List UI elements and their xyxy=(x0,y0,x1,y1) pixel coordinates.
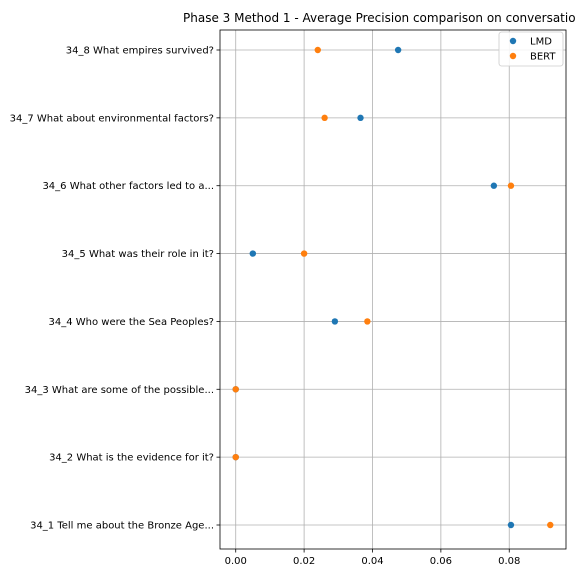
y-tick-label: 34_7 What about environmental factors? xyxy=(10,113,214,124)
point-lmd-8 xyxy=(394,46,402,54)
grid xyxy=(220,30,566,549)
y-tick-label: 34_4 Who were the Sea Peoples? xyxy=(49,317,214,328)
chart-title: Phase 3 Method 1 - Average Precision com… xyxy=(183,11,576,25)
point-lmd-5 xyxy=(249,250,257,257)
point-bert-6 xyxy=(507,182,515,189)
point-lmd-6 xyxy=(490,182,498,189)
y-tick-label: 34_5 What was their role in it? xyxy=(62,249,214,260)
plot-frame xyxy=(219,29,567,550)
point-bert-3 xyxy=(232,386,239,393)
y-tick-label: 34_2 What is the evidence for it? xyxy=(49,453,214,464)
legend-label-bert: BERT xyxy=(530,52,556,63)
point-bert-1 xyxy=(547,521,554,529)
y-tick-label: 34_6 What other factors led to a... xyxy=(42,181,214,192)
legend-marker-lmd xyxy=(509,37,517,45)
x-tick-label: 0.00 xyxy=(225,556,247,567)
axes: 0.00 0.02 0.04 0.06 0.08 34_1 Tell me about t… xyxy=(10,29,567,567)
point-lmd-7 xyxy=(357,114,364,122)
x-tick-label: 0.04 xyxy=(361,556,383,567)
legend-marker-bert xyxy=(509,52,517,60)
y-tick-label: 34_3 What are some of the possible... xyxy=(25,385,214,396)
legend: LMD BERT xyxy=(498,31,564,67)
x-tick-label: 0.02 xyxy=(293,556,315,567)
point-bert-7 xyxy=(321,114,328,122)
x-tick-label: 0.08 xyxy=(498,556,520,567)
point-lmd-1 xyxy=(507,521,515,529)
point-lmd-4 xyxy=(331,318,339,325)
point-bert-5 xyxy=(300,250,308,257)
x-tick-label: 0.06 xyxy=(430,556,452,567)
y-tick-label: 34_1 Tell me about the Bronze Age... xyxy=(30,521,214,532)
point-bert-4 xyxy=(364,318,371,325)
y-tick-label: 34_8 What empires survived? xyxy=(66,46,214,57)
data-points xyxy=(232,46,554,529)
legend-label-lmd: LMD xyxy=(530,37,552,48)
point-bert-2 xyxy=(232,453,239,461)
point-bert-8 xyxy=(314,46,321,54)
